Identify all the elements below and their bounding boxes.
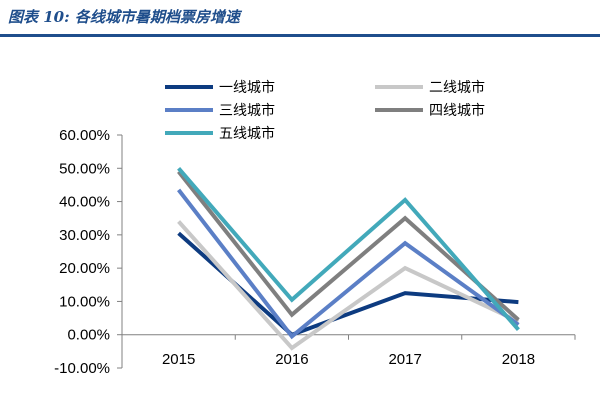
series-line-2 [177,220,520,351]
series-line-3 [177,188,520,340]
y-tick-label: 20.00% [59,260,110,277]
legend-label: 四线城市 [429,102,485,119]
x-tick-label: 2015 [162,351,195,368]
y-tick-label: 60.00% [59,127,110,144]
y-tick-label: 50.00% [59,160,110,177]
legend-label: 五线城市 [219,125,275,142]
y-tick-label: 10.00% [59,293,110,310]
y-tick-label: 40.00% [59,194,110,211]
x-tick-label: 2018 [502,351,535,368]
y-tick-label: 30.00% [59,227,110,244]
legend-label: 一线城市 [219,79,275,96]
x-tick-label: 2016 [275,351,308,368]
figure-title: 图表 10: 各线城市暑期档票房增速 [8,8,240,26]
legend-label: 三线城市 [219,102,275,119]
x-tick-label: 2017 [388,351,421,368]
axes: -10.00% 0.00% 10.00% 20.00% 30.00% 40.00% 50.0… [54,127,576,377]
series-line-4 [177,170,520,322]
y-tick-label: 0.00% [67,327,110,344]
y-tick-label: -10.00% [54,360,110,377]
series-line-5 [177,166,520,332]
series-layer [177,166,520,351]
legend-label: 二线城市 [429,79,485,96]
title-divider [0,34,600,37]
